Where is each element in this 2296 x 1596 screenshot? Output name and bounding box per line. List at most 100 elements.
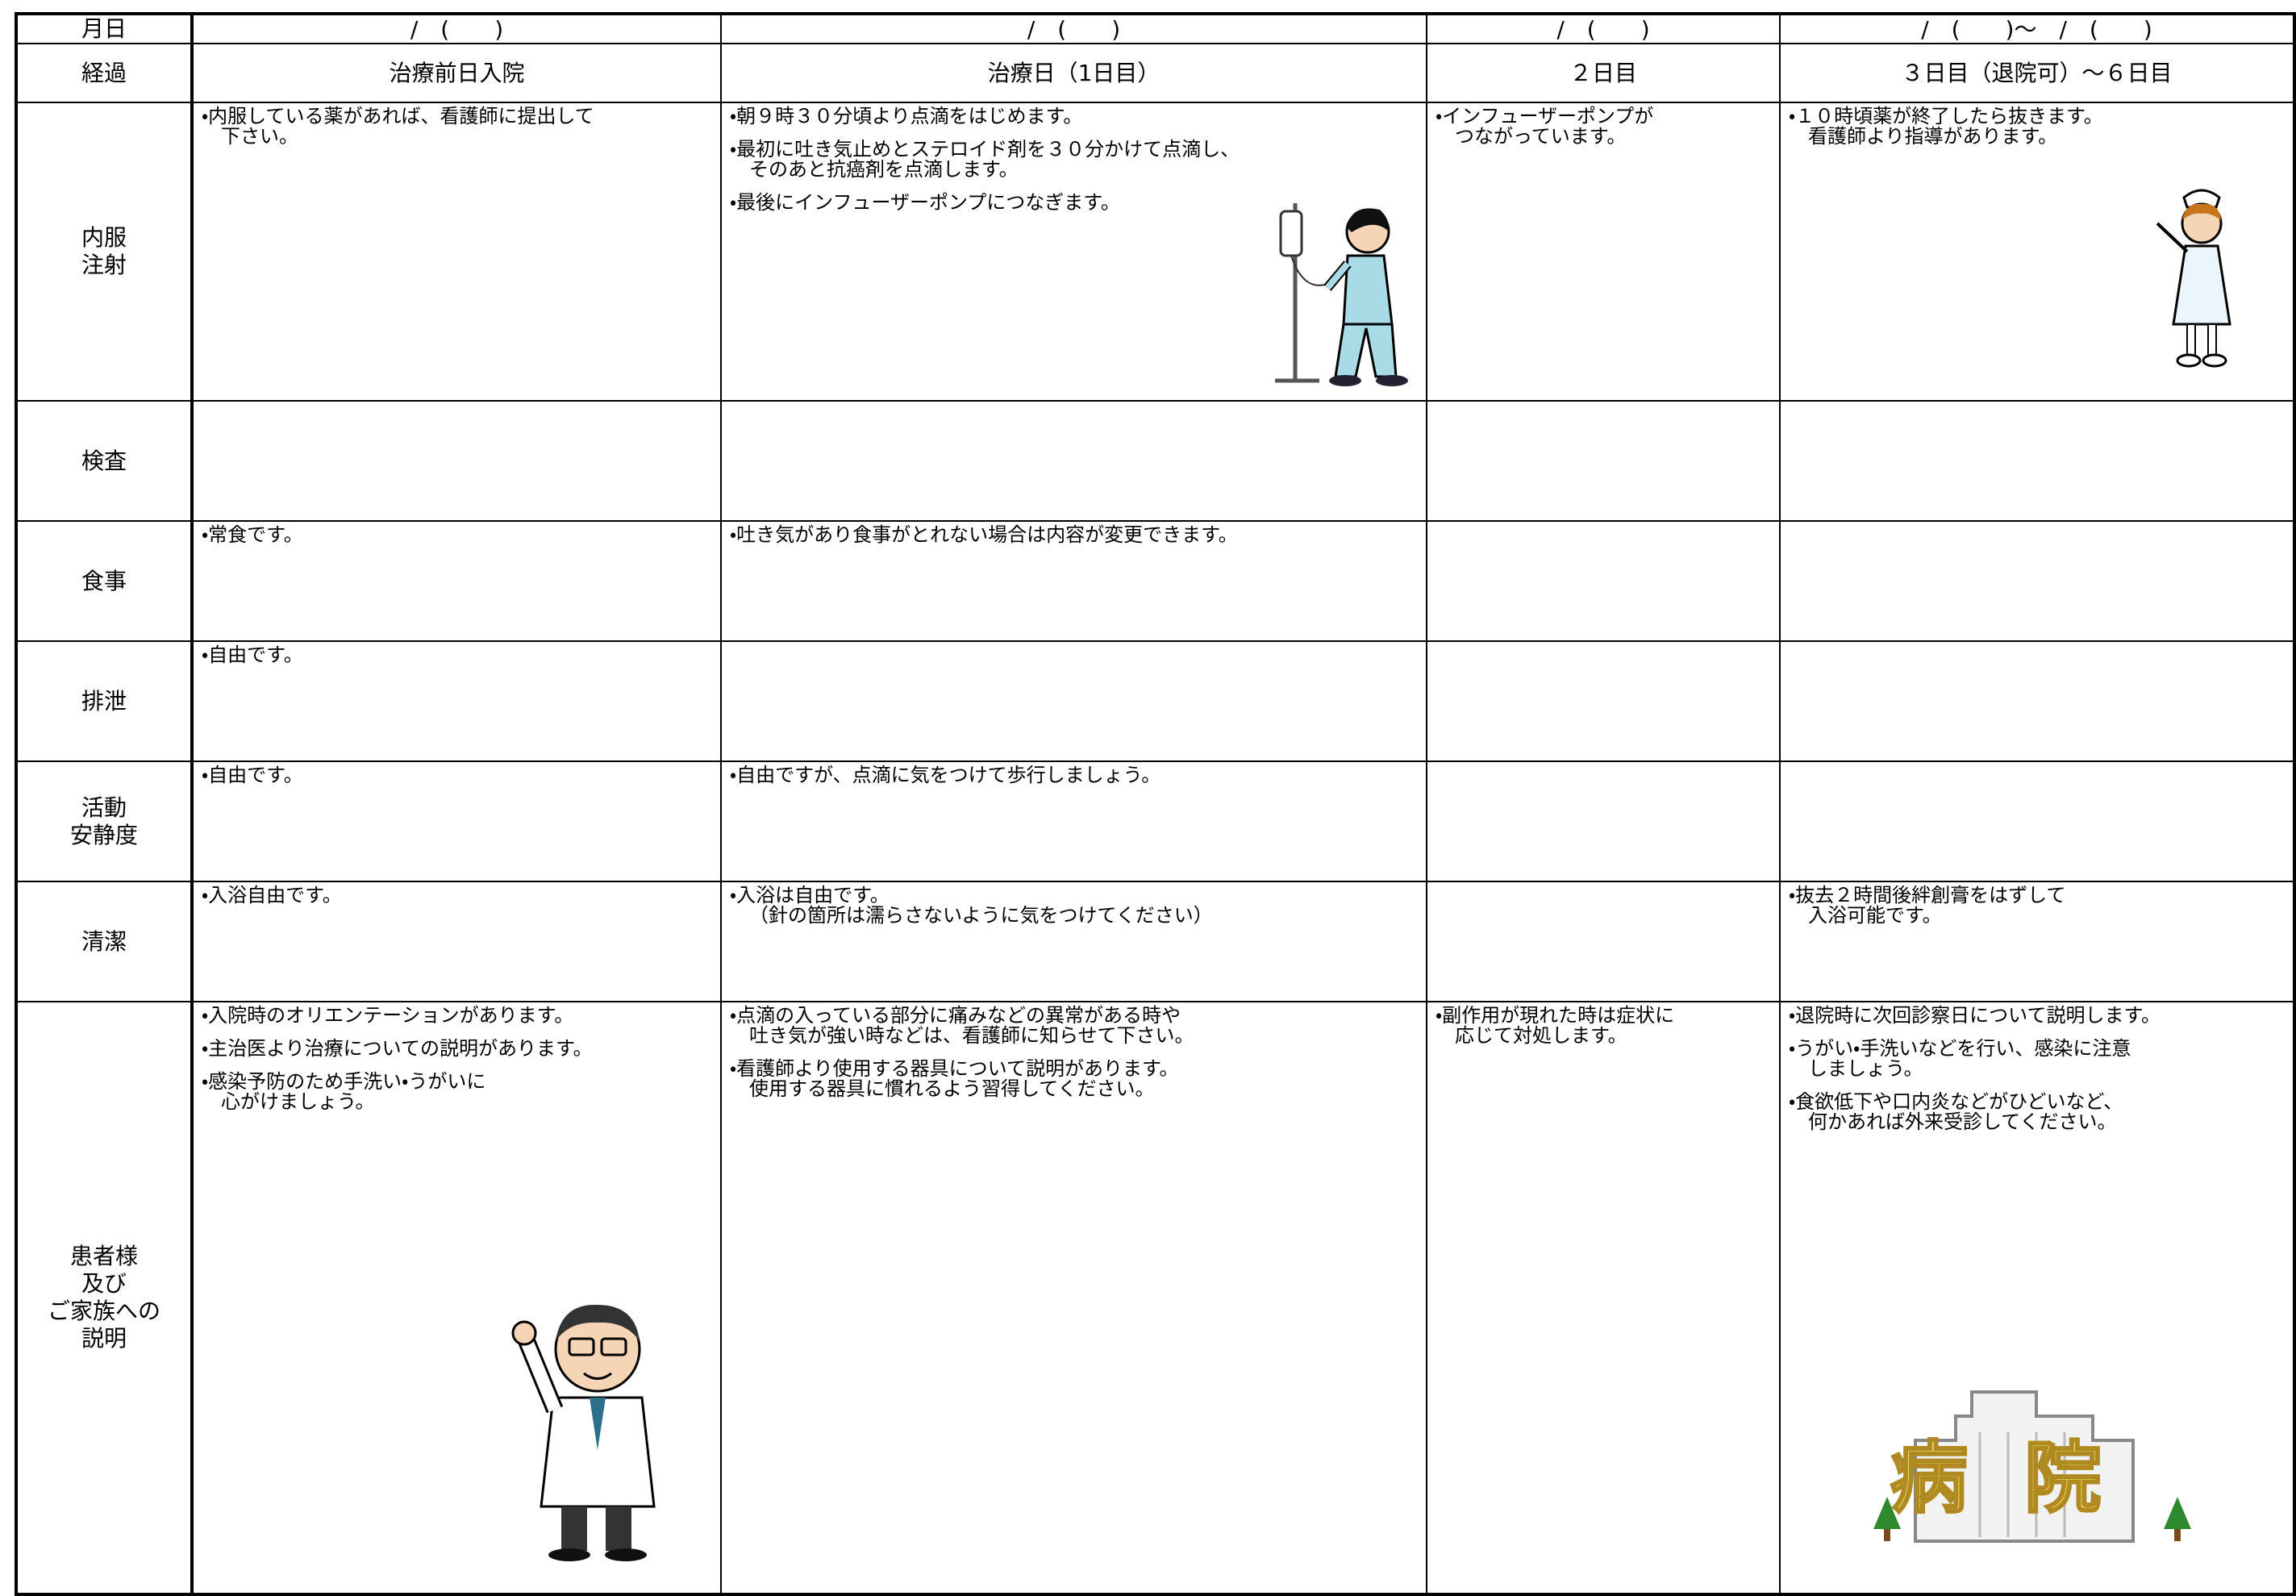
bullet-item: ・自由です。 (202, 645, 712, 665)
bullet-item: ・インフューザーポンプが つながっています。 (1436, 106, 1771, 147)
label-line: 内服 (81, 224, 127, 251)
content-cell (1779, 400, 2295, 522)
bullet-item: ・入浴自由です。 (202, 886, 712, 906)
row-label: 清潔 (15, 881, 194, 1002)
content-cell (720, 400, 1427, 522)
content-cell: ・入浴は自由です。 （針の箇所は濡らさないように気をつけてください） (720, 881, 1427, 1002)
date-cell: / ( )～ / ( ) (1779, 13, 2295, 44)
row-label: 食事 (15, 520, 194, 642)
content-row: 排泄 ・自由です。 (15, 640, 2295, 762)
text-line: しましょう。 (1808, 1057, 1923, 1080)
text-line: ・副作用が現れた時は症状に (1436, 1004, 1675, 1027)
phase-cell: ２日目 (1426, 43, 1781, 103)
content-cell (1779, 760, 2295, 882)
bullet-item: ・自由です。 (202, 765, 712, 785)
phase-cell: ３日目（退院可）～６日目 (1779, 43, 2295, 103)
content-row: 活動 安静度 ・自由です。 ・自由ですが、点滴に気をつけて歩行しましょう。 (15, 760, 2295, 882)
label-line: 食事 (81, 567, 127, 594)
content-cell: ・朝９時３０分頃より点滴をはじめます。・最初に吐き気止めとステロイド剤を３０分か… (720, 102, 1427, 402)
row-label: 患者様 及び ご家族への 説明 (15, 1001, 194, 1595)
content-row: 食事 ・常食です。 ・吐き気があり食事がとれない場合は内容が変更できます。 (15, 520, 2295, 642)
row-label: 月日 (15, 13, 194, 44)
text-line: ・入浴は自由です。 (730, 884, 890, 906)
bullet-item: ・内服している薬があれば、看護師に提出して 下さい。 (202, 106, 712, 147)
text-line: 下さい。 (221, 125, 298, 148)
content-cell: ・自由です。 (191, 760, 722, 882)
text-line: ・自由です。 (202, 764, 303, 786)
content-row: 患者様 及び ご家族への 説明 ・入院時のオリエンテーションがあります。 ・主治医より治療… (15, 1001, 2295, 1595)
date-cell: / ( ) (1426, 13, 1781, 44)
pathway-table: 月日 / ( ) / ( ) / ( ) / ( )～ / ( ) 経過 治療前日入院 治療日… (15, 12, 2296, 1596)
table-body: 月日 / ( ) / ( ) / ( ) / ( )～ / ( ) 経過 治療前日入院 治療日… (15, 13, 2295, 1595)
bullet-item: ・抜去２時間後絆創膏をはずして 入浴可能です。 (1789, 886, 2285, 926)
bullet-item: ・感染予防のため手洗い・うがいに 心がけましょう。 (202, 1072, 712, 1112)
label-line: 活動 (81, 794, 127, 821)
bullet-item: ・副作用が現れた時は症状に 応じて対処します。 (1436, 1006, 1771, 1046)
bullet-item: ・朝９時３０分頃より点滴をはじめます。 (730, 106, 1418, 127)
content-cell: ・自由ですが、点滴に気をつけて歩行しましょう。 (720, 760, 1427, 882)
label-line: 注射 (81, 252, 127, 278)
phase-cell: 治療日（1日目） (720, 43, 1427, 103)
text-line: ・自由ですが、点滴に気をつけて歩行しましょう。 (730, 764, 1161, 786)
text-line: 心がけましょう。 (221, 1090, 375, 1113)
hospital-illustration: 病院 (1873, 1390, 2191, 1543)
text-line: ・食欲低下や口内炎などがひどいなど、 (1789, 1090, 2123, 1113)
doctor-illustration (511, 1304, 656, 1561)
content-cell: ・点滴の入っている部分に痛みなどの異常がある時や 吐き気が強い時などは、看護師に知… (720, 1001, 1427, 1595)
content-cell: ・副作用が現れた時は症状に 応じて対処します。 (1426, 1001, 1781, 1595)
text-line: ・常食です。 (202, 523, 303, 546)
text-line: ・最後にインフューザーポンプにつなぎます。 (730, 191, 1120, 214)
row-label: 検査 (15, 400, 194, 522)
content-cell (1426, 881, 1781, 1002)
text-line: 入浴可能です。 (1808, 904, 1942, 927)
label-line: 安静度 (69, 821, 138, 848)
date-cell: / ( ) (191, 13, 722, 44)
bullet-item: ・最後にインフューザーポンプにつなぎます。 (730, 193, 1418, 213)
content-cell: ・自由です。 (191, 640, 722, 762)
date-cell: / ( ) (720, 13, 1427, 44)
bullet-item: ・退院時に次回診察日について説明します。 (1789, 1006, 2285, 1026)
text-line: 吐き気が強い時などは、看護師に知らせて下さい。 (749, 1024, 1194, 1047)
text-line: ・最初に吐き気止めとステロイド剤を３０分かけて点滴し、 (730, 138, 1240, 160)
label-line: 清潔 (81, 927, 127, 955)
content-cell (1779, 520, 2295, 642)
row-label: 経過 (15, 43, 194, 103)
content-cell (720, 640, 1427, 762)
content-cell: ・常食です。 (191, 520, 722, 642)
bullet-item: ・最初に吐き気止めとステロイド剤を３０分かけて点滴し、 そのあと抗癌剤を点滴します… (730, 140, 1418, 180)
bullet-item: ・うがい・手洗いなどを行い、感染に注意 しましょう。 (1789, 1039, 2285, 1079)
label-line: 検査 (81, 447, 127, 474)
text-line: 看護師より指導があります。 (1808, 125, 2058, 148)
text-line: ・主治医より治療についての説明があります。 (202, 1037, 593, 1060)
bullet-item: ・食欲低下や口内炎などがひどいなど、 何かあれば外来受診してください。 (1789, 1092, 2285, 1132)
text-line: そのあと抗癌剤を点滴します。 (749, 158, 1019, 181)
text-line: ・入浴自由です。 (202, 884, 342, 906)
bullet-item: ・自由ですが、点滴に気をつけて歩行しましょう。 (730, 765, 1418, 785)
text-line: ・うがい・手洗いなどを行い、感染に注意 (1789, 1037, 2131, 1060)
nurse-illustration (2156, 189, 2231, 368)
bullet-item: ・入院時のオリエンテーションがあります。 (202, 1006, 712, 1026)
content-cell: ・抜去２時間後絆創膏をはずして 入浴可能です。 (1779, 881, 2295, 1002)
bullet-item: ・常食です。 (202, 525, 712, 545)
content-cell (1779, 640, 2295, 762)
text-line: ・点滴の入っている部分に痛みなどの異常がある時や (730, 1004, 1181, 1027)
text-line: ・朝９時３０分頃より点滴をはじめます。 (730, 105, 1083, 127)
bullet-item: ・点滴の入っている部分に痛みなどの異常がある時や 吐き気が強い時などは、看護師に知… (730, 1006, 1418, 1046)
label-line: ご家族への (47, 1298, 160, 1324)
text-line: ・１０時頃薬が終了したら抜きます。 (1789, 105, 2103, 127)
phases-row: 経過 治療前日入院 治療日（1日目） ２日目 ３日目（退院可）～６日目 (15, 43, 2295, 103)
content-cell (1426, 760, 1781, 882)
dates-row: 月日 / ( ) / ( ) / ( ) / ( )～ / ( ) (15, 13, 2295, 44)
bullet-item: ・看護師より使用する器具について説明があります。 使用する器具に慣れるよう習得して… (730, 1059, 1418, 1099)
text-line: ・看護師より使用する器具について説明があります。 (730, 1057, 1179, 1080)
content-row: 清潔 ・入浴自由です。 ・入浴は自由です。 （針の箇所は濡らさないように気をつけてくだ… (15, 881, 2295, 1002)
text-line: 何かあれば外来受診してください。 (1808, 1111, 2117, 1133)
text-line: 使用する器具に慣れるよう習得してください。 (749, 1077, 1155, 1100)
text-line: ・入院時のオリエンテーションがあります。 (202, 1004, 574, 1027)
row-label: 内服 注射 (15, 102, 194, 402)
content-cell: ・入浴自由です。 (191, 881, 722, 1002)
content-cell: ・吐き気があり食事がとれない場合は内容が変更できます。 (720, 520, 1427, 642)
iv-patient-illustration (1275, 203, 1408, 386)
content-cell: ・インフューザーポンプが つながっています。 (1426, 102, 1781, 402)
